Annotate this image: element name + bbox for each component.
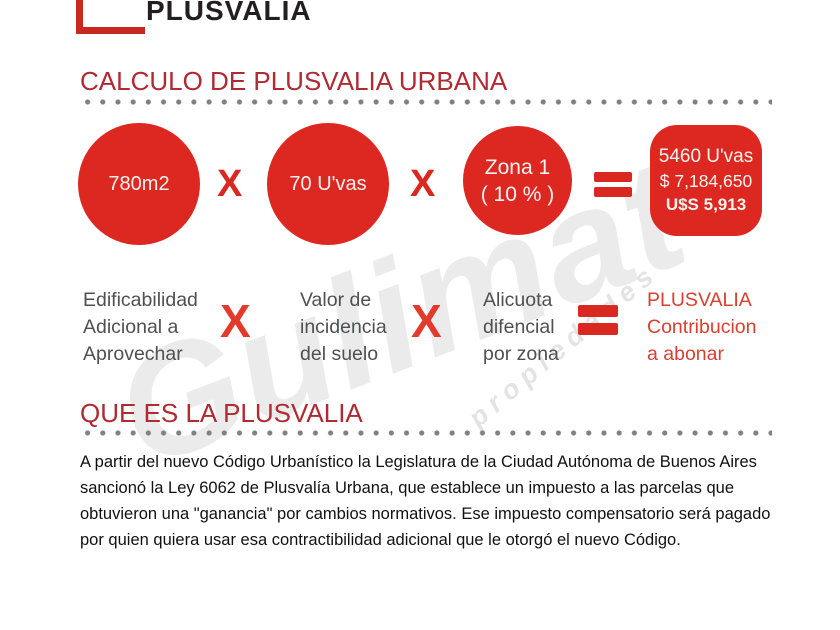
label-line: Aprovechar — [83, 343, 183, 365]
dotted-divider — [80, 99, 772, 105]
multiply-icon: X — [217, 163, 243, 205]
label-line: a abonar — [647, 343, 724, 365]
factor-circle-zona: Zona 1 ( 10 % ) — [463, 126, 572, 235]
result-label-plusvalia: PLUSVALIA Contribucion a abonar — [647, 287, 756, 368]
label-line: Alicuota — [483, 289, 553, 311]
factor-label-alicuota: Alicuota difencial por zona — [483, 287, 559, 368]
label-line: difencial — [483, 316, 555, 338]
result-dollars: U$S 5,913 — [665, 194, 747, 214]
result-pesos: $ 7,184,650 — [659, 170, 753, 191]
info-paragraph: A partir del nuevo Código Urbanístico la… — [80, 453, 771, 549]
factor-label-edificabilidad: Edificabilidad Adicional a Aprovechar — [83, 287, 198, 368]
label-line: por zona — [483, 343, 559, 365]
label-line: Adicional a — [83, 316, 179, 338]
label-line: Valor de — [300, 289, 372, 311]
info-section-title: QUE ES LA PLUSVALIA — [80, 398, 363, 428]
equals-bar — [578, 305, 618, 317]
factor-circle-value: ( 10 % ) — [480, 182, 555, 206]
logo-text: PLUSVALIA — [146, 0, 312, 26]
label-line: del suelo — [300, 343, 379, 365]
factor-circle-value: 780m2 — [108, 172, 170, 195]
result-uvas: 5460 U'vas — [658, 145, 754, 167]
multiply-icon: X — [220, 295, 251, 347]
factor-circle-valor-incidencia: 70 U'vas — [267, 123, 389, 245]
equals-bar — [594, 172, 632, 182]
factor-circle-value: 70 U'vas — [289, 172, 367, 195]
calc-section-title: CALCULO DE PLUSVALIA URBANA — [80, 66, 508, 96]
factor-label-valor-incidencia: Valor de incidencia del suelo — [300, 287, 387, 368]
label-line: incidencia — [300, 316, 387, 338]
equals-bar — [594, 187, 632, 197]
equals-bar — [578, 323, 618, 335]
equals-icon — [578, 305, 618, 335]
multiply-icon: X — [411, 295, 442, 347]
result-box: 5460 U'vas $ 7,184,650 U$S 5,913 — [650, 125, 762, 236]
factor-circle-value: Zona 1 — [484, 155, 551, 179]
label-line: Contribucion — [647, 316, 757, 338]
logo-mark-icon — [76, 0, 83, 33]
label-line: Edificabilidad — [83, 289, 198, 311]
multiply-icon: X — [410, 163, 436, 205]
label-line: PLUSVALIA — [647, 289, 752, 311]
equals-icon — [594, 172, 632, 197]
factor-circle-edificabilidad: 780m2 — [78, 123, 200, 245]
dotted-divider — [80, 430, 772, 436]
logo-mark-icon — [76, 27, 145, 34]
